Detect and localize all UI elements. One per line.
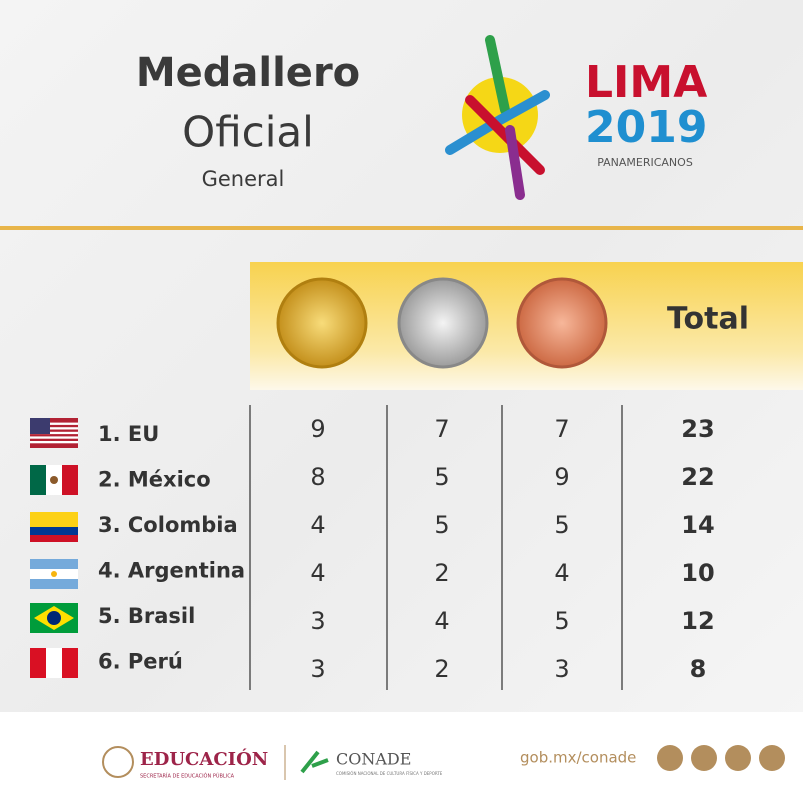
silver-count: 4 (434, 607, 449, 635)
logo-year: 2019 (585, 102, 707, 153)
logo-event: PANAMERICANOS (597, 156, 693, 169)
silver-count: 2 (434, 559, 449, 587)
title: Oficial (182, 108, 314, 157)
conade-icon (300, 750, 329, 774)
social-icons[interactable] (657, 745, 785, 771)
conade: CONADE (336, 750, 411, 769)
gold-count: 3 (310, 655, 325, 683)
bronze-count: 5 (554, 511, 569, 539)
country: 1. EU (98, 422, 159, 446)
gold-count: 9 (310, 415, 325, 443)
gold-count: 8 (310, 463, 325, 491)
silver-count: 2 (434, 655, 449, 683)
total-count: 23 (681, 415, 714, 443)
silver-count: 5 (434, 463, 449, 491)
gold-count: 3 (310, 607, 325, 635)
silver-medal (397, 277, 489, 369)
gold-count: 4 (310, 511, 325, 539)
silver-count: 7 (434, 415, 449, 443)
logo-name: LIMA (585, 57, 707, 108)
bronze-medal (516, 277, 608, 369)
flags (30, 418, 78, 678)
country: 6. Perú (98, 650, 183, 674)
bronze-count: 5 (554, 607, 569, 635)
divider (0, 226, 803, 230)
country: 5. Brasil (98, 604, 195, 628)
total-count: 10 (681, 559, 714, 587)
total-count: 14 (681, 511, 714, 539)
education-sub: SECRETARÍA DE EDUCACIÓN PÚBLICA (140, 773, 235, 780)
title: Medallero (136, 50, 360, 96)
country: 2. México (98, 468, 211, 492)
conade-sub: COMISIÓN NACIONAL DE CULTURA FÍSICA Y DE… (336, 771, 443, 776)
total-count: 8 (690, 655, 707, 683)
silver-count: 5 (434, 511, 449, 539)
logo-mark (445, 35, 550, 200)
bronze-count: 4 (554, 559, 569, 587)
country: 4. Argentina (98, 559, 245, 583)
bronze-count: 3 (554, 655, 569, 683)
education: EDUCACIÓN (140, 747, 268, 770)
total-header: Total (667, 302, 749, 337)
country: 3. Colombia (98, 513, 238, 537)
subtitle: General (202, 167, 285, 191)
bronze-count: 9 (554, 463, 569, 491)
total-count: 12 (681, 607, 714, 635)
total-count: 22 (681, 463, 714, 491)
gold-count: 4 (310, 559, 325, 587)
bronze-count: 7 (554, 415, 569, 443)
gold-medal (276, 277, 368, 369)
emblem (102, 746, 134, 778)
column-lines (249, 405, 623, 690)
website[interactable]: gob.mx/conade (520, 749, 636, 767)
table-body: 1. EU 9 7 7 232. México 8 5 9 223. Colombia 4 5 5 14… (98, 415, 715, 683)
